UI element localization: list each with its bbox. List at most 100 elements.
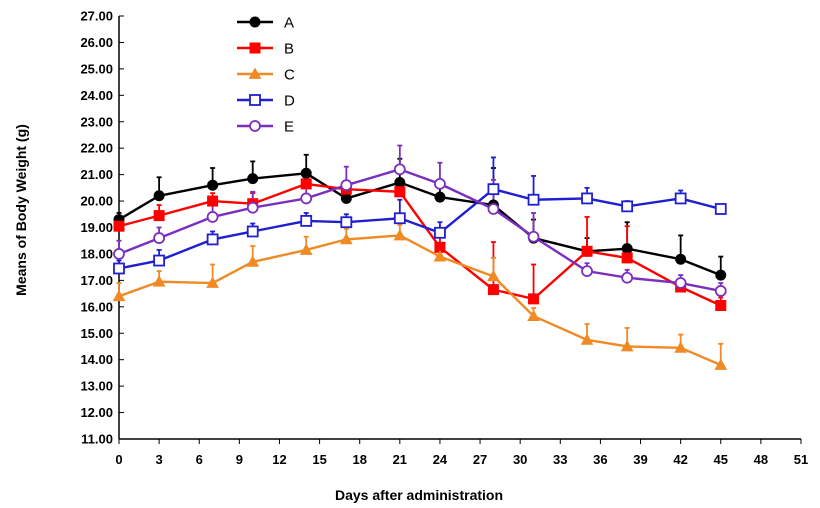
x-tick-label: 0 <box>115 452 122 467</box>
data-point-d <box>527 193 540 206</box>
error-bar-b <box>584 216 590 252</box>
series-line-b <box>118 182 722 307</box>
data-point-e <box>206 211 219 223</box>
data-point-a <box>621 243 633 255</box>
data-point-b <box>621 252 633 264</box>
data-point-e <box>393 163 406 176</box>
x-tick-label: 15 <box>312 452 326 467</box>
data-point-d <box>300 214 313 227</box>
x-tick-label: 33 <box>553 452 567 467</box>
data-point-b <box>300 178 312 190</box>
x-tick-label: 39 <box>633 452 647 467</box>
data-point-c <box>433 250 447 262</box>
data-point-c <box>112 289 126 302</box>
x-tick-label: 6 <box>196 452 203 467</box>
x-tick-label: 18 <box>352 452 366 467</box>
data-point-a <box>715 269 727 281</box>
data-point-b <box>207 195 219 207</box>
data-point-b <box>113 220 125 232</box>
data-point-c <box>714 358 728 370</box>
x-ticks: 0 3 6 9 12 15 18 21 24 27 30 33 36 39 42 45 48 51 <box>115 439 808 467</box>
data-point-c <box>339 232 353 245</box>
y-tick-label: 14.00 <box>80 352 113 367</box>
data-point-e <box>621 271 634 284</box>
x-tick-label: 30 <box>513 452 527 467</box>
series-line-e <box>118 168 721 293</box>
data-point-e <box>674 277 687 289</box>
y-tick-label: 22.00 <box>80 141 113 156</box>
data-point-a <box>675 253 687 265</box>
y-tick-label: 18.00 <box>80 246 113 261</box>
x-tick-label: 27 <box>473 452 487 467</box>
legend-label: B <box>284 41 294 58</box>
x-tick-label: 21 <box>393 452 407 467</box>
error-bar-b <box>531 263 537 299</box>
y-tick-label: 12.00 <box>80 405 113 420</box>
data-point-a <box>207 179 219 191</box>
y-tick-label: 15.00 <box>80 326 113 341</box>
data-point-d <box>674 192 687 205</box>
y-tick-label: 20.00 <box>80 194 113 209</box>
data-point-a <box>394 177 406 189</box>
y-tick-label: 16.00 <box>80 299 113 314</box>
legend-marker <box>248 67 262 79</box>
data-point-e <box>434 177 446 190</box>
data-point-d <box>487 183 500 196</box>
data-point-c <box>299 243 313 255</box>
series-line-d <box>118 187 722 270</box>
legend-item-d: D <box>237 93 295 110</box>
series-line-c <box>118 234 722 367</box>
legend-item-e: E <box>237 119 294 136</box>
legend-item-b: B <box>237 41 294 58</box>
y-tick-label: 11.00 <box>81 432 113 447</box>
legend-label: C <box>284 67 295 84</box>
data-point-e <box>113 248 125 260</box>
data-point-e <box>246 201 259 214</box>
y-tick-label: 26.00 <box>80 35 113 50</box>
data-point-c <box>527 309 540 321</box>
data-point-d <box>113 262 125 275</box>
data-point-e <box>581 265 593 278</box>
y-tick-label: 17.00 <box>80 273 113 288</box>
x-tick-label: 24 <box>433 452 448 467</box>
data-point-d <box>153 254 166 267</box>
legend-marker <box>249 120 261 132</box>
legend-marker <box>249 94 261 106</box>
legend-item-c: C <box>237 67 295 84</box>
data-point-d <box>246 225 259 238</box>
data-point-e <box>153 232 166 244</box>
data-point-c <box>393 228 407 241</box>
data-point-c <box>674 341 687 353</box>
axes <box>118 16 801 440</box>
y-tick-label: 19.00 <box>80 220 113 235</box>
y-tick-label: 23.00 <box>80 114 113 129</box>
data-point-c <box>152 275 166 287</box>
data-point-e <box>487 203 500 215</box>
legend-label: E <box>284 119 294 136</box>
x-tick-label: 12 <box>272 452 286 467</box>
series-markers <box>112 163 728 370</box>
data-point-c <box>487 269 500 282</box>
data-point-a <box>434 191 446 203</box>
data-point-a <box>340 192 352 204</box>
x-axis-title: Days after administration <box>335 487 503 503</box>
data-point-c <box>246 255 260 267</box>
legend-label: D <box>284 93 295 110</box>
x-tick-label: 48 <box>754 452 768 467</box>
data-point-b <box>528 293 540 305</box>
legend-marker <box>249 16 261 28</box>
data-point-a <box>247 173 259 185</box>
y-axis-title: Means of Body Weight (g) <box>13 124 29 296</box>
legend-marker <box>249 42 261 54</box>
x-tick-label: 45 <box>714 452 728 467</box>
data-point-e <box>300 192 313 205</box>
x-tick-label: 42 <box>673 452 687 467</box>
data-point-d <box>340 216 353 229</box>
data-point-d <box>393 212 406 225</box>
legend-item-a: A <box>237 15 294 32</box>
data-point-a <box>153 190 165 202</box>
data-point-c <box>206 276 219 288</box>
x-tick-label: 51 <box>794 452 808 467</box>
